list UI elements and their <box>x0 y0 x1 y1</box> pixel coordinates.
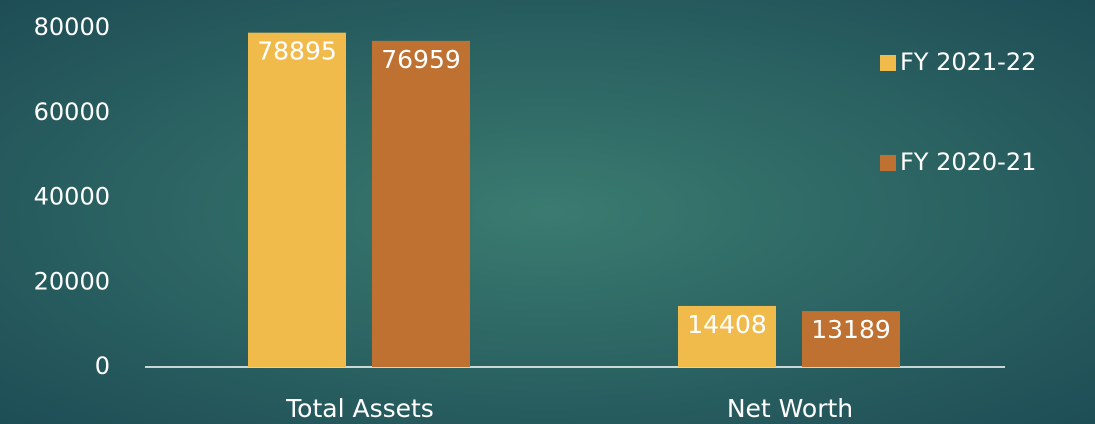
bar <box>678 305 776 367</box>
legend-label: FY 2020-21 <box>900 148 1036 176</box>
data-label: 76959 <box>381 45 461 74</box>
y-tick-label: 40000 <box>34 183 110 211</box>
y-tick-label: 60000 <box>34 98 110 126</box>
data-label: 78895 <box>257 37 337 66</box>
legend-label: FY 2021-22 <box>900 48 1036 76</box>
bar <box>802 311 900 367</box>
x-tick-label: Total Assets <box>285 394 434 423</box>
data-label: 14408 <box>687 310 767 339</box>
bar <box>372 40 470 368</box>
legend-swatch <box>880 155 896 171</box>
y-tick-label: 80000 <box>34 13 110 41</box>
legend-swatch <box>880 55 896 71</box>
y-tick-label: 0 <box>95 352 110 380</box>
bar <box>248 32 346 368</box>
x-tick-label: Net Worth <box>727 394 853 423</box>
data-label: 13189 <box>811 315 891 344</box>
y-tick-label: 20000 <box>34 267 110 295</box>
